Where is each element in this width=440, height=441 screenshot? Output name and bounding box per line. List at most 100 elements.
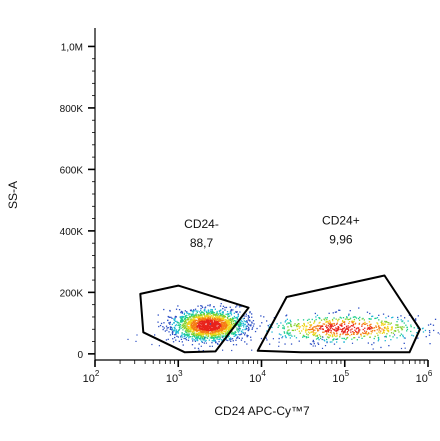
- event-dot: [335, 335, 337, 338]
- event-dot: [234, 317, 236, 319]
- event-dot: [197, 347, 200, 350]
- event-dot: [179, 324, 181, 326]
- event-dot: [237, 330, 239, 332]
- event-dot: [288, 333, 290, 335]
- event-dot: [373, 337, 375, 340]
- event-dot: [214, 317, 216, 319]
- event-dot: [364, 332, 366, 334]
- event-dot: [374, 329, 376, 332]
- event-dot: [372, 348, 374, 350]
- event-dot: [278, 341, 280, 343]
- event-dot: [416, 332, 418, 334]
- event-dot: [345, 325, 348, 327]
- event-dot: [216, 336, 218, 338]
- y-tick-label: 0: [77, 350, 83, 361]
- event-dot: [325, 320, 327, 322]
- event-dot: [197, 326, 199, 328]
- event-dot: [212, 333, 214, 335]
- event-dot: [333, 331, 335, 334]
- event-dot: [200, 307, 202, 310]
- event-dot: [229, 325, 231, 328]
- event-dot: [317, 337, 319, 339]
- event-dot: [347, 333, 349, 335]
- event-dot: [324, 340, 326, 342]
- event-dot: [208, 318, 210, 320]
- event-dot: [369, 318, 371, 320]
- event-dot: [329, 324, 331, 326]
- event-dot: [229, 319, 232, 321]
- event-dot: [346, 316, 348, 319]
- event-dot: [209, 304, 211, 306]
- event-dot: [390, 329, 392, 331]
- event-dot: [229, 306, 231, 308]
- event-dot: [247, 335, 249, 337]
- gate-cd24-negative[interactable]: [139, 284, 250, 354]
- event-dot: [307, 334, 309, 336]
- event-dot: [388, 322, 390, 324]
- event-dot: [158, 325, 160, 328]
- event-dot: [203, 325, 205, 327]
- event-dot: [249, 319, 251, 321]
- event-dot: [391, 328, 393, 330]
- event-dot: [295, 324, 297, 327]
- event-dot: [364, 323, 366, 325]
- event-dot: [227, 330, 229, 332]
- event-dot: [205, 310, 207, 312]
- event-dot: [310, 324, 312, 326]
- event-dot: [346, 332, 348, 334]
- gate-cd24-positive[interactable]: [256, 274, 421, 354]
- event-dot: [417, 315, 419, 317]
- event-dot: [182, 323, 184, 326]
- event-dot: [373, 342, 375, 344]
- event-dot: [246, 325, 248, 327]
- event-dot: [310, 343, 313, 345]
- event-dot: [222, 322, 224, 324]
- event-dot: [197, 332, 200, 334]
- event-dot: [393, 330, 395, 332]
- event-dot: [181, 320, 183, 322]
- event-dot: [205, 318, 207, 320]
- y-axis-title: SS-A: [6, 181, 20, 209]
- event-dot: [212, 330, 214, 332]
- event-dot: [204, 322, 206, 324]
- event-dot: [225, 333, 227, 335]
- event-dot: [291, 329, 293, 331]
- event-dot: [204, 306, 207, 308]
- event-dot: [192, 316, 194, 318]
- event-dot: [354, 337, 356, 339]
- event-dot: [210, 327, 212, 330]
- event-dot: [199, 328, 201, 330]
- event-dot: [203, 323, 205, 325]
- event-dot: [208, 313, 210, 315]
- event-dot: [173, 318, 175, 320]
- event-dot: [185, 339, 188, 341]
- event-dot: [422, 331, 425, 333]
- event-dot: [196, 330, 198, 332]
- event-dot: [179, 316, 182, 319]
- event-dot: [371, 326, 373, 329]
- event-dot: [166, 329, 168, 331]
- event-dot: [437, 332, 439, 334]
- event-dot: [285, 336, 287, 338]
- event-dot: [218, 333, 221, 335]
- event-dot: [207, 312, 209, 314]
- event-dot: [377, 323, 379, 325]
- event-dot: [400, 315, 402, 317]
- event-dot: [314, 326, 316, 328]
- event-dot: [210, 332, 213, 335]
- event-dot: [246, 336, 248, 338]
- event-dot: [343, 337, 345, 340]
- event-dot: [190, 325, 193, 327]
- event-dot: [344, 318, 347, 320]
- event-dot: [213, 318, 215, 321]
- event-dot: [334, 329, 336, 332]
- event-dot: [165, 339, 168, 341]
- event-dot: [339, 328, 341, 330]
- event-dot: [181, 334, 183, 337]
- event-dot: [205, 321, 207, 323]
- event-dot: [406, 328, 409, 331]
- event-dot: [387, 315, 390, 317]
- event-dot: [163, 308, 165, 311]
- event-dot: [226, 311, 229, 313]
- event-dot: [408, 314, 411, 316]
